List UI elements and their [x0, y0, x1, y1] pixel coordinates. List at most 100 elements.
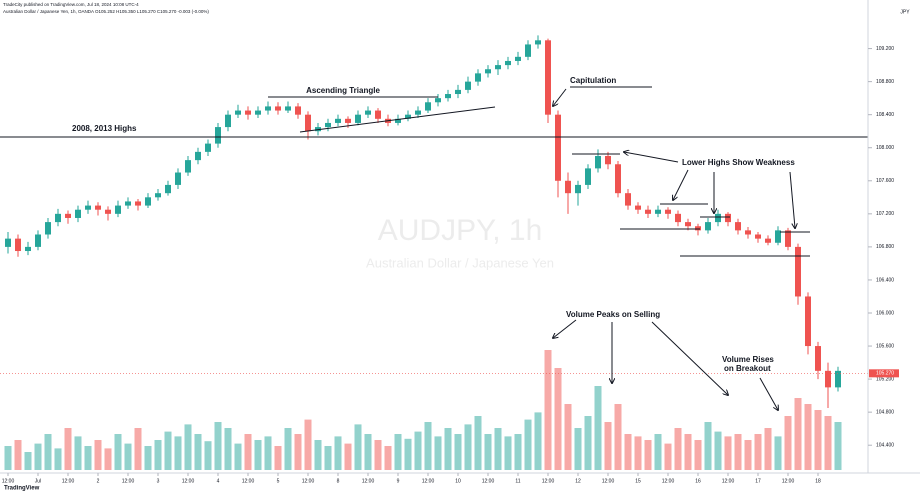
candle-body: [325, 122, 331, 128]
candle-body: [205, 143, 211, 152]
candle-body: [675, 213, 681, 223]
candle-body: [395, 118, 401, 123]
candle-body: [15, 238, 21, 252]
candle-body: [255, 110, 261, 115]
candle-body: [455, 89, 461, 95]
volume-bar: [94, 440, 102, 470]
candle-body: [505, 60, 511, 66]
x-tick-label: 17: [755, 478, 761, 484]
volume-bar: [424, 422, 432, 470]
volume-bar: [204, 441, 212, 470]
volume-bar: [514, 434, 522, 470]
volume-bar: [824, 416, 832, 470]
candle-body: [95, 205, 101, 210]
volume-bar: [634, 436, 642, 470]
candle-body: [335, 118, 341, 123]
volume-bar: [374, 440, 382, 470]
candle-body: [645, 209, 651, 214]
volume-bar: [504, 436, 512, 470]
volume-bar: [364, 434, 372, 470]
candle-body: [765, 238, 771, 243]
x-tick-label: 12:00: [542, 478, 555, 484]
x-tick-label: 5: [277, 478, 280, 484]
volume-bar: [274, 446, 282, 470]
volume-bar: [744, 440, 752, 470]
header-publisher: TradeCity published on TradingView.com, …: [3, 2, 139, 7]
candle-body: [575, 184, 581, 194]
candle-body: [415, 110, 421, 115]
volume-bar: [544, 350, 552, 470]
volume-bar: [454, 434, 462, 470]
candle-body: [365, 110, 371, 115]
volume-bar: [484, 434, 492, 470]
volume-bar: [234, 443, 242, 470]
annotation: 2008, 2013 Highs: [72, 124, 137, 133]
volume-bar: [474, 416, 482, 470]
volume-bar: [684, 434, 692, 470]
candle-body: [295, 106, 301, 115]
x-tick-label: 12:00: [722, 478, 735, 484]
volume-bar: [524, 419, 532, 470]
volume-bar: [304, 419, 312, 470]
volume-bar: [404, 438, 412, 470]
candle-body: [405, 114, 411, 119]
x-tick-label: 12:00: [302, 478, 315, 484]
x-tick-label: 12:00: [62, 478, 75, 484]
volume-bar: [64, 428, 72, 470]
x-tick-label: 18: [815, 478, 821, 484]
x-tick-label: 12:00: [602, 478, 615, 484]
arrow: [624, 152, 679, 163]
volume-bar: [714, 431, 722, 470]
annotation: Capitulation: [570, 76, 616, 85]
volume-bar: [624, 434, 632, 470]
volume-bar: [614, 404, 622, 470]
price-axis: [868, 0, 920, 495]
candle-body: [785, 230, 791, 247]
volume-bar: [584, 416, 592, 470]
candle-body: [145, 197, 151, 206]
x-tick-label: Jul: [35, 478, 41, 484]
volume-bar: [124, 443, 132, 470]
volume-bar: [734, 434, 742, 470]
y-tick-label: 105.200: [876, 376, 894, 382]
x-tick-label: 10: [455, 478, 461, 484]
candle-body: [285, 106, 291, 111]
volume-bar: [34, 443, 42, 470]
x-tick-label: 12:00: [422, 478, 435, 484]
volume-bar: [344, 443, 352, 470]
currency: JPY: [900, 9, 910, 15]
x-tick-label: 12:00: [782, 478, 795, 484]
arrow: [789, 171, 795, 228]
arrow: [759, 377, 778, 410]
candle-body: [745, 230, 751, 235]
candle-body: [165, 184, 171, 194]
volume-bar: [564, 404, 572, 470]
volume-bar: [14, 440, 22, 470]
candle-body: [695, 226, 701, 231]
volume-bar: [354, 424, 362, 470]
arrow: [553, 319, 577, 338]
candle-body: [735, 222, 741, 231]
volume-bar: [314, 440, 322, 470]
volume-bar: [244, 434, 252, 470]
candle-body: [755, 234, 761, 239]
candle-body: [25, 246, 31, 252]
arrow: [553, 88, 567, 106]
volume-bar: [784, 416, 792, 470]
volume-bar: [754, 434, 762, 470]
candle-body: [685, 222, 691, 227]
x-tick-label: 12:00: [362, 478, 375, 484]
x-tick-label: 12:00: [482, 478, 495, 484]
candle-body: [665, 209, 671, 214]
volume-bar: [644, 440, 652, 470]
x-tick-label: 15: [635, 478, 641, 484]
volume-bar: [264, 436, 272, 470]
candle-body: [45, 222, 51, 235]
last-price-box: [869, 369, 899, 378]
x-tick-label: 8: [337, 478, 340, 484]
y-tick-label: 109.200: [876, 46, 894, 52]
candle-body: [355, 114, 361, 123]
candle-body: [705, 222, 711, 231]
x-tick-label: 12:00: [242, 478, 255, 484]
